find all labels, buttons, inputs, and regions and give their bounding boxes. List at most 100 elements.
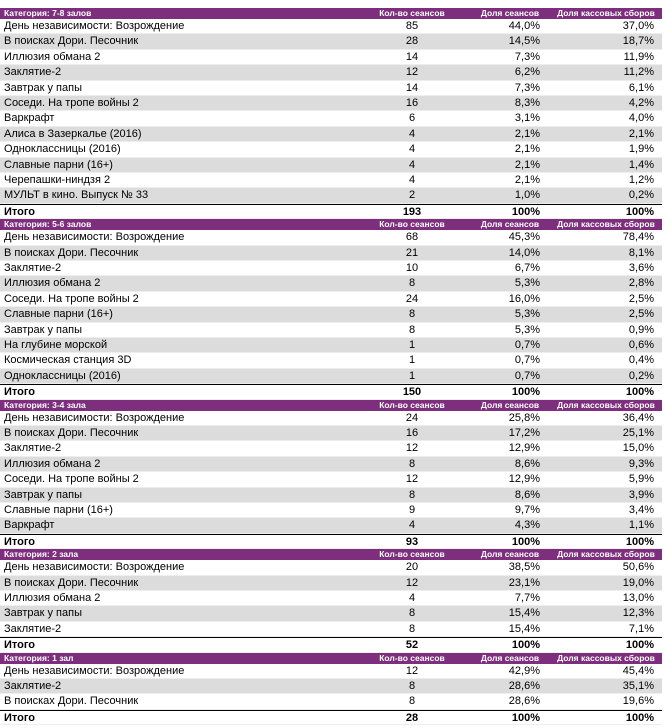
value-cell: 68 [405,231,419,244]
value-cell: 2,1% [514,127,540,140]
value-cell: 15,4% [508,607,540,620]
column-header: Доля сеансов [480,549,540,560]
value-cell: 7,7% [514,592,540,604]
column-header: Кол-во сеансов [379,8,445,18]
value-cell: 25,1% [622,427,654,439]
film-title: Заклятие-2 [4,66,62,79]
value-cell: 12 [405,473,419,486]
total-value: 100% [625,386,654,399]
table-row: Одноклассницы (2016) 1 0,7% 0,2% [0,368,662,385]
value-cell: 1,9% [628,143,654,156]
total-value: 93 [405,535,419,548]
total-value: 100% [625,639,654,652]
value-cell: 0,7% [514,369,540,382]
value-cell: 21 [405,246,419,259]
film-title: Заклятие-2 [4,622,62,635]
value-cell: 2,8% [628,277,654,290]
category-title: Категория: 7-8 залов [4,8,92,18]
value-cell: 8,6% [514,457,540,470]
value-cell: 0,4% [628,354,654,367]
column-header: Доля кассовых сборов [557,8,655,18]
film-title: Одноклассницы (2016) [4,369,121,382]
column-header: Доля кассовых сборов [557,549,655,560]
value-cell: 5,3% [514,308,540,321]
value-cell: 4 [408,143,416,156]
film-title: Черепашки-ниндзя 2 [4,174,111,186]
table-row: Иллюзия обмана 2 4 7,7% 13,0% [0,591,662,607]
table-row: Завтрак у папы 14 7,3% 6,1% [0,81,662,96]
table-row: День независимости: Возрождение 12 42,9% 45… [0,664,662,679]
film-title: МУЛЬТ в кино. Выпуск № 33 [4,189,149,202]
value-cell: 2,5% [628,292,654,305]
value-cell: 2,1% [514,143,540,156]
value-cell: 6,1% [628,81,654,94]
film-title: Варкрафт [4,112,55,125]
column-header: Кол-во сеансов [379,652,445,663]
table-row: Черепашки-ниндзя 2 4 2,1% 1,2% [0,173,662,189]
value-cell: 0,7% [514,354,540,367]
film-title: В поисках Дори. Песочник [4,35,139,48]
value-cell: 14,5% [508,35,540,48]
value-cell: 15,4% [508,622,540,635]
value-cell: 4 [408,174,416,186]
value-cell: 2 [408,189,416,202]
value-cell: 8 [408,607,416,620]
film-title: В поисках Дори. Песочник [4,576,139,589]
total-label: Итого [4,386,36,399]
total-label: Итого [4,639,36,652]
value-cell: 7,1% [628,622,654,635]
value-cell: 11,9% [623,50,654,63]
table-row: День независимости: Возрождение 85 44,0% 37… [0,19,662,35]
value-cell: 28 [405,35,419,48]
category-title: Категория: 1 зал [4,652,74,663]
value-cell: 45,4% [622,664,654,677]
category-title: Категория: 5-6 залов [4,219,92,230]
value-cell: 2,1% [514,158,540,171]
section-header: Категория: 1 зал Кол-во сеансов Доля сеанс… [0,652,662,664]
value-cell: 8 [408,308,416,321]
film-title: Завтрак у папы [4,81,82,94]
value-cell: 36,4% [622,411,654,424]
table-row: Иллюзия обмана 2 8 8,6% 9,3% [0,456,662,473]
value-cell: 12 [405,576,419,589]
value-cell: 2,1% [628,127,654,140]
total-value: 28 [405,711,419,724]
value-cell: 4 [408,519,416,532]
value-cell: 2,5% [628,308,654,321]
film-title: День независимости: Возрождение [4,411,185,424]
category-title: Категория: 3-4 зала [4,399,86,410]
table-row: Варкрафт 4 4,3% 1,1% [0,518,662,534]
column-header: Кол-во сеансов [379,219,445,230]
value-cell: 8 [408,323,416,336]
film-title: Славные парни (16+) [4,158,113,171]
value-cell: 9,3% [628,457,654,470]
value-cell: 1 [408,369,416,382]
value-cell: 4,3% [514,519,540,532]
film-title: Иллюзия обмана 2 [4,592,101,604]
value-cell: 9,7% [514,504,540,516]
section-header: Категория: 3-4 зала Кол-во сеансов Доля се… [0,399,662,411]
film-title: В поисках Дори. Песочник [4,695,139,708]
column-header: Доля кассовых сборов [557,399,655,410]
value-cell: 5,3% [514,323,540,336]
value-cell: 0,7% [514,339,540,351]
table-row: В поисках Дори. Песочник 12 23,1% 19,0% [0,575,662,591]
value-cell: 7,3% [514,81,540,94]
table-row: Соседи. На тропе войны 2 24 16,0% 2,5% [0,292,662,308]
value-cell: 24 [405,292,419,305]
value-cell: 38,5% [508,561,540,574]
film-title: Иллюзия обмана 2 [4,457,101,470]
total-value: 100% [625,535,654,548]
total-value: 100% [511,711,540,724]
value-cell: 8 [408,457,416,470]
total-row: Итого 150 100% 100% [0,384,662,400]
table-row: Заклятие-2 10 6,7% 3,6% [0,261,662,277]
value-cell: 18,7% [622,35,654,48]
column-header: Доля кассовых сборов [557,219,655,230]
film-title: Одноклассницы (2016) [4,143,121,156]
value-cell: 8 [408,695,416,708]
total-row: Итого 52 100% 100% [0,637,662,653]
value-cell: 3,4% [628,504,654,516]
value-cell: 14,0% [508,246,540,259]
